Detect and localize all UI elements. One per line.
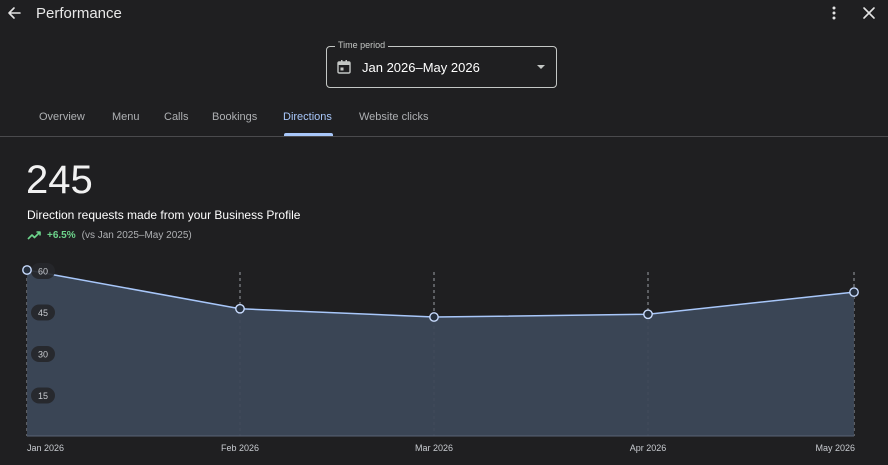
y-tick-badge [31, 263, 55, 279]
y-tick-label: 15 [38, 391, 48, 401]
time-period-value: Jan 2026–May 2026 [362, 60, 480, 75]
metric-description: Direction requests made from your Busine… [27, 208, 301, 222]
time-period-label: Time period [335, 40, 389, 50]
tab-bar: Overview Menu Calls Bookings Directions … [0, 100, 888, 137]
data-point [849, 287, 859, 298]
x-tick-label: Mar 2026 [415, 443, 453, 453]
x-tick-label: May 2026 [815, 443, 855, 453]
directions-chart: 60 45 30 15 Jan 2026 Feb 2026 Mar 2026 Apr 2026… [0, 262, 888, 465]
tab-overview[interactable]: Overview [39, 111, 85, 123]
more-options-button[interactable] [824, 3, 844, 23]
y-tick-label: 45 [38, 308, 48, 318]
y-tick-badge [31, 387, 55, 404]
trend-summary: +6.5% (vs Jan 2025–May 2025) [27, 228, 192, 242]
y-tick-label: 30 [38, 350, 48, 360]
back-button[interactable] [4, 3, 24, 23]
tab-directions[interactable]: Directions [283, 111, 332, 123]
area-fill [27, 270, 854, 436]
x-tick-label: Feb 2026 [221, 443, 259, 453]
active-tab-indicator [284, 133, 333, 136]
y-tick-badge [31, 304, 55, 321]
more-vert-icon [832, 6, 836, 20]
time-period-select[interactable]: Time period Jan 2026–May 2026 [326, 40, 557, 88]
chevron-down-icon [537, 65, 545, 69]
x-tick-label: Jan 2026 [27, 443, 64, 453]
close-button[interactable] [859, 3, 879, 23]
trend-change: +6.5% [47, 229, 76, 241]
data-point [429, 312, 439, 322]
y-tick-badge [31, 346, 55, 362]
tab-website-clicks[interactable]: Website clicks [359, 111, 429, 123]
tab-bookings[interactable]: Bookings [212, 111, 258, 123]
tab-menu[interactable]: Menu [112, 111, 140, 123]
data-point [643, 309, 653, 320]
close-icon [863, 7, 875, 19]
chart-svg: 60 45 30 15 Jan 2026 Feb 2026 Mar 2026 Apr 2026… [22, 263, 859, 453]
arrow-back-icon [8, 7, 21, 19]
metric-total: 245 [26, 158, 93, 202]
trending-up-icon [27, 231, 41, 240]
data-point [22, 265, 32, 275]
data-point [235, 303, 245, 314]
y-tick-label: 60 [38, 267, 48, 277]
calendar-icon [337, 60, 351, 74]
tab-calls[interactable]: Calls [164, 111, 189, 123]
title-bar: Performance [0, 0, 888, 28]
page-title: Performance [36, 5, 122, 22]
trend-compare: (vs Jan 2025–May 2025) [81, 229, 192, 241]
x-tick-label: Apr 2026 [630, 443, 667, 453]
